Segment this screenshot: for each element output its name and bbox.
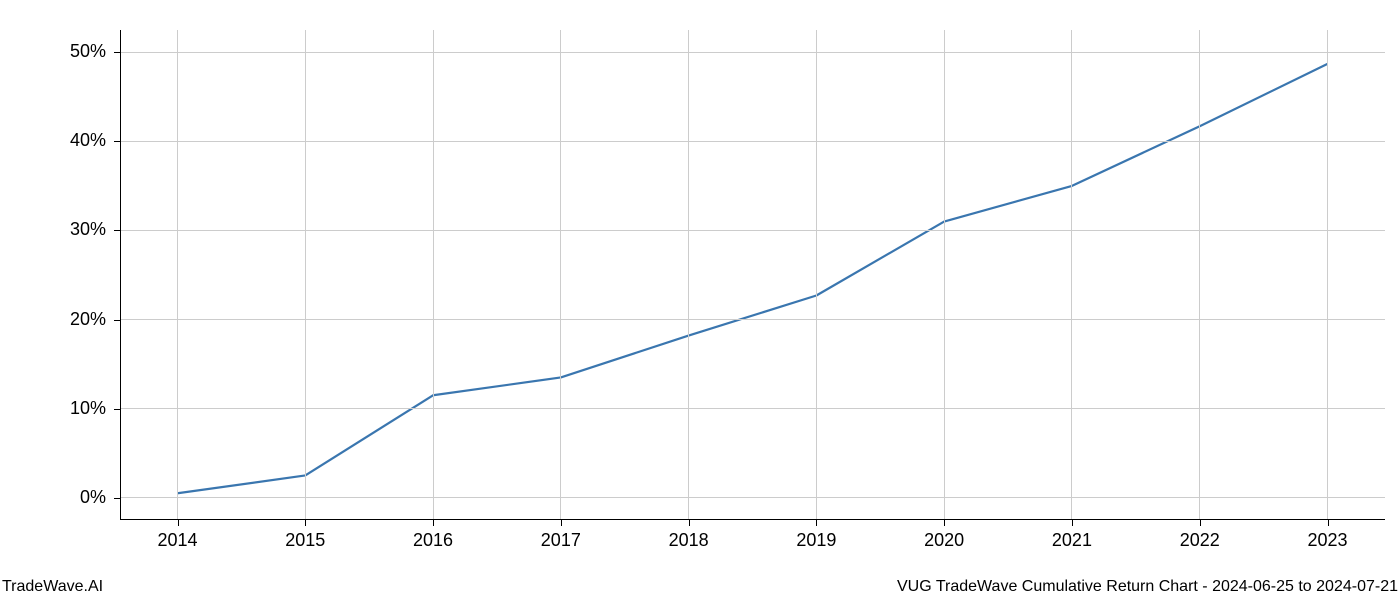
return-line — [178, 64, 1328, 493]
gridline-horizontal — [120, 141, 1385, 142]
xtick-label: 2016 — [393, 530, 473, 551]
xtick-mark — [944, 520, 945, 526]
gridline-horizontal — [120, 52, 1385, 53]
xtick-label: 2021 — [1032, 530, 1112, 551]
spine-bottom — [120, 519, 1385, 520]
xtick-mark — [561, 520, 562, 526]
gridline-vertical — [688, 30, 689, 520]
ytick-label: 50% — [0, 41, 106, 62]
gridline-vertical — [177, 30, 178, 520]
gridline-vertical — [305, 30, 306, 520]
gridline-vertical — [1327, 30, 1328, 520]
footer-right-label: VUG TradeWave Cumulative Return Chart - … — [897, 578, 1398, 596]
chart-container: 0% 10% 20% 30% 40% 50% 2014 2015 2016 2017 2018 201… — [0, 0, 1400, 600]
xtick-label: 2018 — [649, 530, 729, 551]
ytick-label: 0% — [0, 487, 106, 508]
gridline-vertical — [944, 30, 945, 520]
xtick-label: 2015 — [265, 530, 345, 551]
ytick-label: 40% — [0, 130, 106, 151]
xtick-mark — [689, 520, 690, 526]
ytick-label: 10% — [0, 398, 106, 419]
footer-left-label: TradeWave.AI — [2, 578, 103, 596]
xtick-label: 2023 — [1288, 530, 1368, 551]
gridline-vertical — [433, 30, 434, 520]
xtick-mark — [816, 520, 817, 526]
ytick-label: 30% — [0, 219, 106, 240]
xtick-mark — [178, 520, 179, 526]
xtick-label: 2017 — [521, 530, 601, 551]
gridline-horizontal — [120, 497, 1385, 498]
ytick-label: 20% — [0, 309, 106, 330]
xtick-mark — [305, 520, 306, 526]
gridline-vertical — [1071, 30, 1072, 520]
xtick-mark — [1328, 520, 1329, 526]
xtick-mark — [433, 520, 434, 526]
gridline-vertical — [816, 30, 817, 520]
xtick-mark — [1200, 520, 1201, 526]
gridline-vertical — [560, 30, 561, 520]
xtick-label: 2014 — [138, 530, 218, 551]
xtick-mark — [1072, 520, 1073, 526]
gridline-horizontal — [120, 319, 1385, 320]
spine-left — [120, 30, 121, 520]
line-series-svg — [0, 0, 1400, 600]
gridline-horizontal — [120, 230, 1385, 231]
xtick-label: 2022 — [1160, 530, 1240, 551]
xtick-label: 2019 — [776, 530, 856, 551]
gridline-vertical — [1199, 30, 1200, 520]
gridline-horizontal — [120, 408, 1385, 409]
xtick-label: 2020 — [904, 530, 984, 551]
